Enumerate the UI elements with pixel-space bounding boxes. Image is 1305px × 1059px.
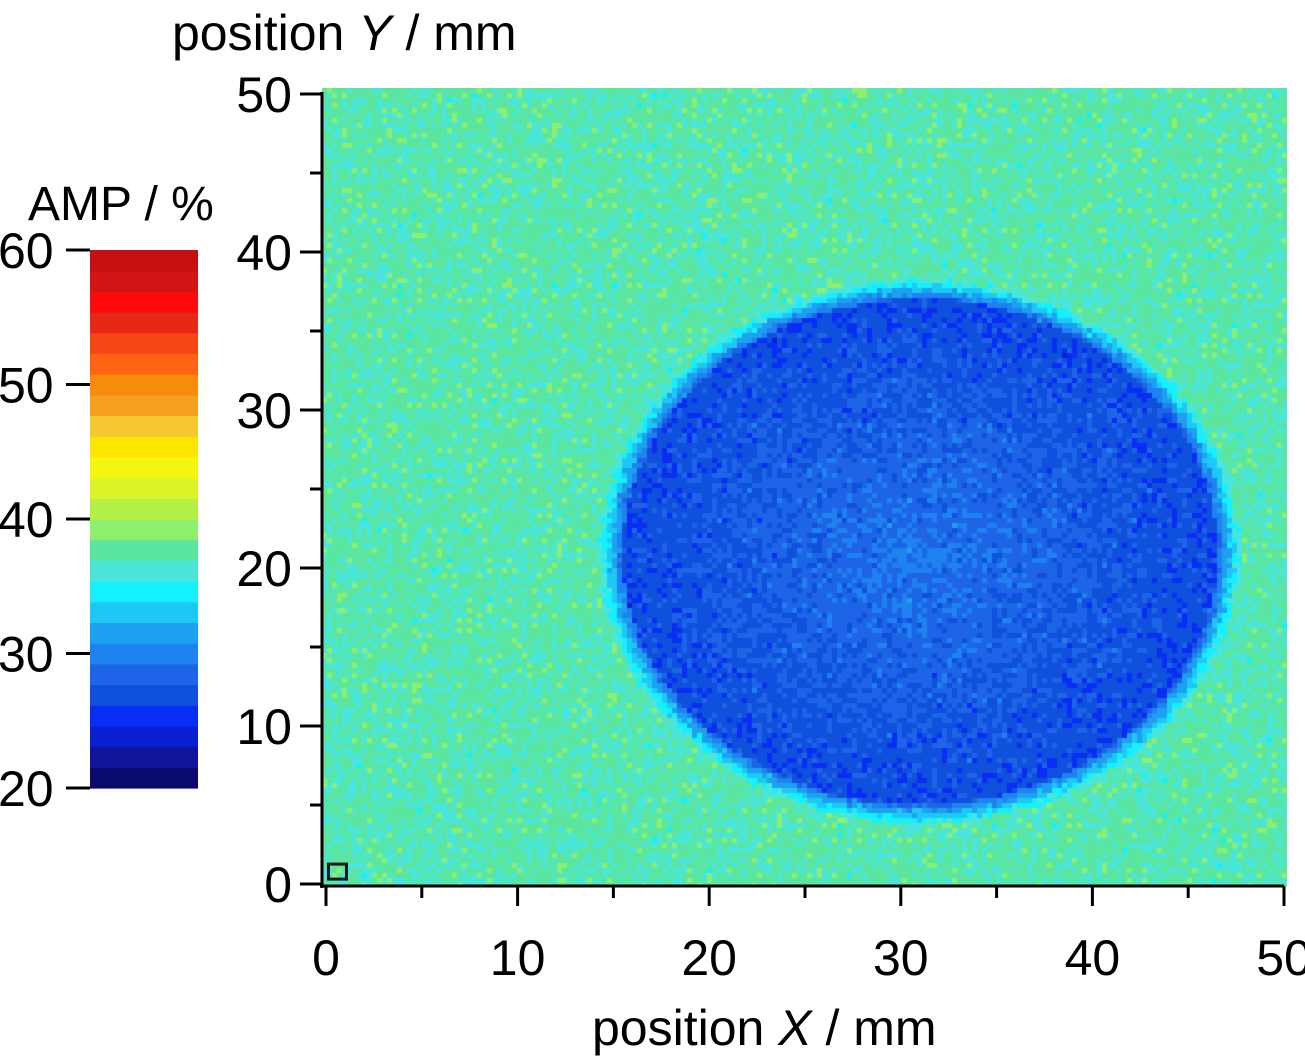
y-tick-label: 20 bbox=[236, 541, 292, 597]
colorbar-segment bbox=[90, 643, 198, 665]
colorbar-tick-label: 20 bbox=[0, 761, 54, 817]
y-tick-label: 50 bbox=[236, 67, 292, 123]
colorbar bbox=[90, 250, 198, 789]
x-tick-label: 40 bbox=[1065, 930, 1121, 986]
y-axis-ticks: 0 10 20 30 40 50 bbox=[236, 67, 322, 913]
x-tick-label: 50 bbox=[1256, 930, 1305, 986]
y-axis-title: position Y / mm bbox=[172, 5, 517, 61]
y-tick-label: 40 bbox=[236, 225, 292, 281]
colorbar-segment bbox=[90, 415, 198, 437]
x-axis-title-variable: X bbox=[777, 1000, 813, 1056]
colorbar-segment bbox=[90, 477, 198, 499]
y-axis-title-variable: Y bbox=[358, 5, 395, 61]
colorbar-segment bbox=[90, 291, 198, 313]
colorbar-segment bbox=[90, 725, 198, 748]
colorbar-tick-label: 30 bbox=[0, 627, 54, 683]
x-tick-label: 10 bbox=[490, 930, 546, 986]
x-tick-label: 30 bbox=[873, 930, 929, 986]
colorbar-ticks: 20 30 40 50 60 bbox=[0, 223, 90, 817]
colorbar-tick-label: 60 bbox=[0, 223, 54, 279]
colorbar-segment bbox=[90, 498, 198, 520]
heatmap-canvas bbox=[322, 88, 1287, 886]
y-axis-title-suffix: / mm bbox=[392, 5, 517, 61]
colorbar-segment bbox=[90, 312, 198, 334]
y-tick-label: 30 bbox=[236, 383, 292, 439]
colorbar-segment bbox=[90, 746, 198, 768]
colorbar-segment bbox=[90, 684, 198, 706]
x-tick-label: 20 bbox=[681, 930, 737, 986]
colorbar-segment bbox=[90, 601, 198, 624]
colorbar-segment bbox=[90, 519, 198, 541]
colorbar-segment bbox=[90, 560, 198, 582]
colorbar-segment bbox=[90, 581, 198, 603]
y-tick-label: 10 bbox=[236, 699, 292, 755]
y-tick-label: 0 bbox=[264, 857, 292, 913]
colorbar-segment bbox=[90, 456, 198, 479]
x-tick-label: 0 bbox=[312, 930, 340, 986]
origin-marker bbox=[326, 862, 348, 881]
colorbar-segment bbox=[90, 767, 198, 789]
colorbar-segment bbox=[90, 332, 198, 355]
plot-area bbox=[322, 88, 1287, 886]
colorbar-segment bbox=[90, 436, 198, 458]
x-axis-title-suffix: / mm bbox=[812, 1000, 937, 1056]
y-axis-title-prefix: position bbox=[172, 5, 358, 61]
x-axis-ticks: 0 10 20 30 40 50 bbox=[312, 886, 1305, 986]
colorbar-segment bbox=[90, 539, 198, 561]
colorbar-segment bbox=[90, 705, 198, 727]
colorbar-segment bbox=[90, 353, 198, 375]
x-axis-title: position X / mm bbox=[592, 1000, 937, 1056]
colorbar-segment bbox=[90, 663, 198, 686]
colorbar-segment bbox=[90, 270, 198, 292]
colorbar-segment bbox=[90, 250, 198, 272]
colorbar-tick-label: 50 bbox=[0, 358, 54, 414]
colorbar-segment bbox=[90, 622, 198, 644]
colorbar-label: AMP / % bbox=[28, 178, 214, 231]
colorbar-tick-label: 40 bbox=[0, 492, 54, 548]
x-axis-title-prefix: position bbox=[592, 1000, 778, 1056]
colorbar-segment bbox=[90, 374, 198, 396]
colorbar-segment bbox=[90, 394, 198, 417]
